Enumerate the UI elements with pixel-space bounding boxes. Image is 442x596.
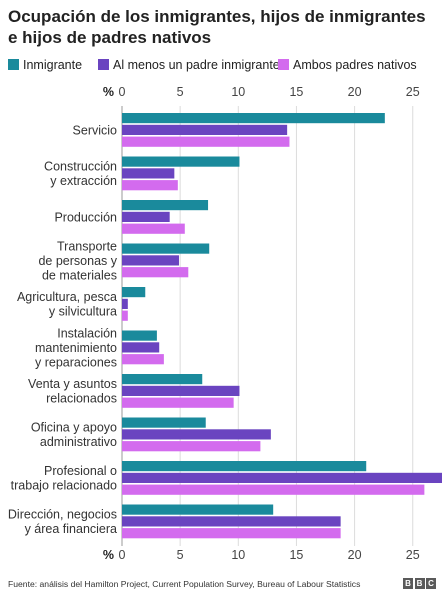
x-tick-label: 25 <box>406 85 420 99</box>
bar <box>122 374 203 385</box>
bbc-logo-letter: C <box>426 578 436 589</box>
bar <box>122 113 385 124</box>
bar <box>122 417 206 428</box>
bar <box>122 310 128 321</box>
x-tick-label: 10 <box>231 85 245 99</box>
bar <box>122 156 240 167</box>
bar <box>122 255 179 266</box>
category-label: Transporte <box>57 239 117 253</box>
bar <box>122 397 234 408</box>
bar <box>122 516 341 527</box>
bar <box>122 342 160 353</box>
bar <box>122 124 288 135</box>
legend-swatch <box>278 59 289 70</box>
category-label: administrativo <box>40 435 117 449</box>
category-label: y silvicultura <box>49 305 117 319</box>
category-label: mantenimiento <box>35 341 117 355</box>
legend-label: Ambos padres nativos <box>293 58 417 72</box>
bar <box>122 528 341 539</box>
x-tick-label: 0 <box>119 548 126 562</box>
bar <box>122 385 240 396</box>
source-note: Fuente: análisis del Hamilton Project, C… <box>8 579 361 589</box>
bar <box>122 223 185 234</box>
category-label: y área financiera <box>25 522 117 536</box>
bar <box>122 200 209 211</box>
chart-legend: Inmigrante Al menos un padre inmigrante Am… <box>8 58 438 74</box>
bar <box>122 287 146 298</box>
bar <box>122 461 367 472</box>
category-label: de materiales <box>42 268 117 282</box>
category-label: Profesional o <box>44 464 117 478</box>
unit-label-top: % <box>103 85 114 99</box>
x-tick-label: 10 <box>231 548 245 562</box>
category-label: Dirección, negocios <box>8 508 117 522</box>
x-tick-label: 5 <box>177 548 184 562</box>
x-tick-label: 25 <box>406 548 420 562</box>
legend-item: Al menos un padre inmigrante <box>98 58 280 72</box>
bar <box>122 484 425 495</box>
chart-title: Ocupación de los inmigrantes, hijos de i… <box>8 7 426 47</box>
x-tick-label: 5 <box>177 85 184 99</box>
legend-swatch <box>98 59 109 70</box>
legend-label: Al menos un padre inmigrante <box>113 58 280 72</box>
x-tick-label: 20 <box>348 85 362 99</box>
x-tick-label: 15 <box>289 85 303 99</box>
category-label: Construcción <box>44 160 117 174</box>
bar <box>122 267 189 278</box>
bar <box>122 441 261 452</box>
legend-item: Ambos padres nativos <box>278 58 417 72</box>
legend-swatch <box>8 59 19 70</box>
bar <box>122 211 170 222</box>
category-label: relacionados <box>46 392 117 406</box>
bbc-logo-letter: B <box>414 578 425 589</box>
category-label: Agricultura, pesca <box>17 290 117 304</box>
category-label: Servicio <box>73 123 118 137</box>
bbc-logo-letter: B <box>403 578 413 589</box>
category-label: Instalación <box>57 326 117 340</box>
unit-label-bottom: % <box>103 548 114 562</box>
category-label: Producción <box>54 210 117 224</box>
category-label: de personas y <box>38 254 117 268</box>
bar-chart: 0 5 10 15 20 25% 0 5 10 15 20 25% Servicio Construcci… <box>8 85 442 562</box>
category-label: y extracción <box>50 174 117 188</box>
category-label: Oficina y apoyo <box>31 421 117 435</box>
bar <box>122 180 178 191</box>
bar <box>122 243 210 254</box>
legend-item: Inmigrante <box>8 58 82 72</box>
bar <box>122 354 164 365</box>
bar <box>122 330 157 341</box>
x-tick-label: 15 <box>289 548 303 562</box>
bar <box>122 429 271 440</box>
bar <box>122 472 442 483</box>
bar <box>122 136 290 147</box>
bar <box>122 168 175 179</box>
bar <box>122 504 274 515</box>
x-tick-label: 20 <box>348 548 362 562</box>
x-tick-label: 0 <box>119 85 126 99</box>
category-label: Venta y asuntos <box>28 377 117 391</box>
legend-label: Inmigrante <box>23 58 83 72</box>
bar <box>122 298 128 309</box>
category-label: y reparaciones <box>35 355 117 369</box>
category-label: trabajo relacionado <box>11 479 117 493</box>
